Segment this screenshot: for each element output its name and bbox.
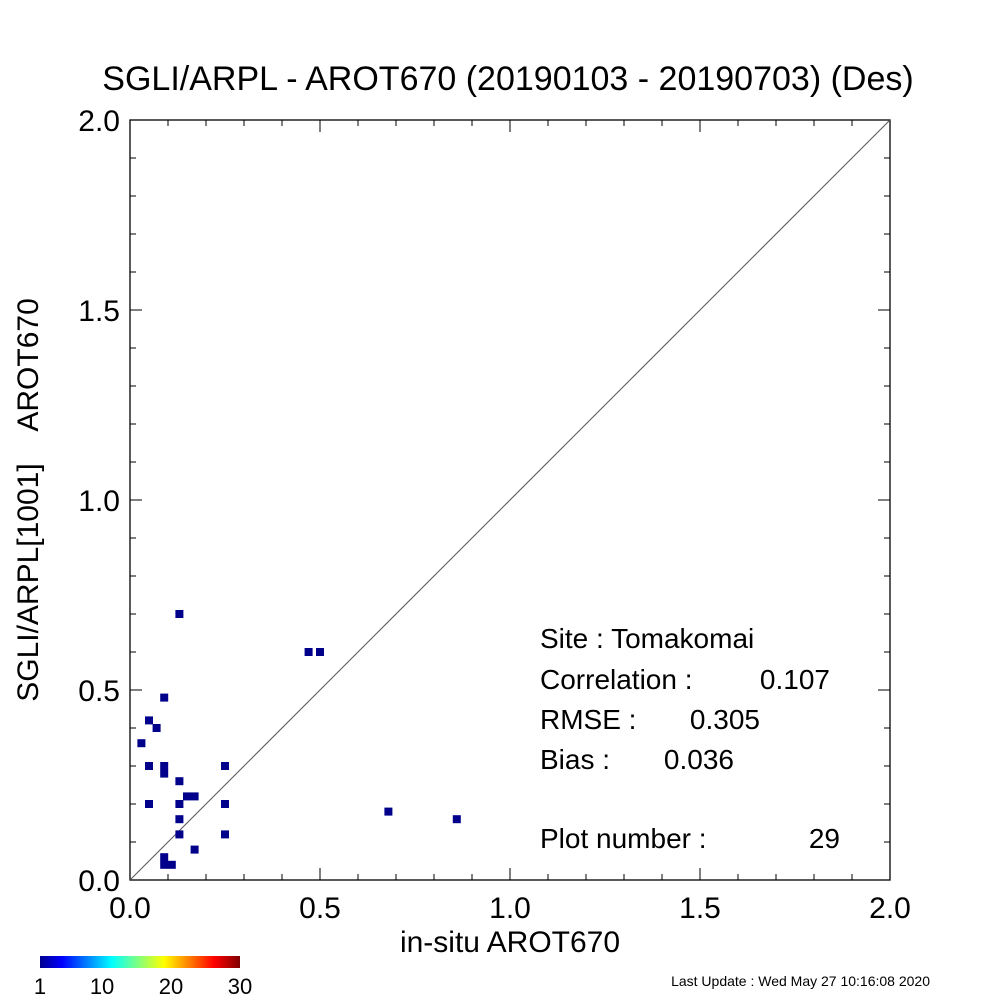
axis-ticks xyxy=(129,119,891,881)
data-point xyxy=(167,860,176,869)
x-axis-label: in-situ AROT670 xyxy=(400,926,620,959)
data-point xyxy=(160,762,169,770)
plot-number-value: 29 xyxy=(809,823,840,854)
data-point xyxy=(190,792,199,801)
correlation-value: 0.107 xyxy=(760,664,830,695)
data-point xyxy=(221,830,229,839)
data-point xyxy=(316,648,324,656)
data-point xyxy=(152,724,161,732)
data-point xyxy=(145,800,153,808)
y-tick-label: 2.0 xyxy=(78,105,120,138)
colorbar-tick-label: 20 xyxy=(159,974,183,999)
data-point xyxy=(145,762,153,770)
data-point xyxy=(145,716,153,725)
colorbar-tick-label: 1 xyxy=(34,974,46,999)
data-point xyxy=(183,792,191,801)
x-tick-label: 2.0 xyxy=(869,892,911,925)
y-tick-label: 0.0 xyxy=(78,865,120,898)
data-point xyxy=(304,648,313,656)
colorbar xyxy=(40,956,240,968)
data-point xyxy=(221,762,229,770)
data-points xyxy=(137,610,461,869)
rmse-label: RMSE : xyxy=(540,704,636,735)
plot-number-label: Plot number : xyxy=(540,823,707,854)
bias-label: Bias : xyxy=(540,744,610,775)
data-point xyxy=(221,800,229,808)
data-point xyxy=(160,693,169,702)
colorbar-labels: 1 10 20 30 xyxy=(34,974,252,999)
colorbar-tick-label: 10 xyxy=(90,974,114,999)
x-tick-label: 1.5 xyxy=(679,892,721,925)
one-to-one-line xyxy=(129,119,891,881)
data-point xyxy=(175,610,184,618)
data-point xyxy=(137,739,146,748)
x-tick-labels: 0.0 0.5 1.0 1.5 2.0 xyxy=(109,892,911,925)
y-tick-label: 1.0 xyxy=(78,485,120,518)
x-tick-label: 0.5 xyxy=(299,892,341,925)
data-point xyxy=(175,777,184,786)
colorbar-tick-label: 30 xyxy=(228,974,252,999)
y-axis-label: SGLI/ARPL[1001] AROT670 xyxy=(12,298,45,702)
correlation-label: Correlation : xyxy=(540,664,693,695)
y-tick-label: 1.5 xyxy=(78,295,120,328)
site-label: Site : Tomakomai xyxy=(540,623,754,654)
bias-value: 0.036 xyxy=(664,744,734,775)
data-point xyxy=(160,769,169,778)
x-tick-label: 1.0 xyxy=(489,892,531,925)
data-point xyxy=(175,800,184,808)
data-point xyxy=(175,830,184,839)
y-tick-labels: 0.0 0.5 1.0 1.5 2.0 xyxy=(78,105,120,898)
data-point xyxy=(160,860,169,869)
stats-box: Site : Tomakomai Correlation : 0.107 RMS… xyxy=(540,623,840,854)
data-point xyxy=(160,853,169,862)
last-update-text: Last Update : Wed May 27 10:16:08 2020 xyxy=(671,973,930,989)
rmse-value: 0.305 xyxy=(690,704,760,735)
data-point xyxy=(452,815,461,824)
x-tick-label: 0.0 xyxy=(109,892,151,925)
y-tick-label: 0.5 xyxy=(78,675,120,708)
data-point xyxy=(384,807,393,816)
chart-title: SGLI/ARPL - AROT670 (20190103 - 20190703… xyxy=(102,60,913,98)
data-point xyxy=(175,815,184,824)
data-point xyxy=(190,845,199,854)
